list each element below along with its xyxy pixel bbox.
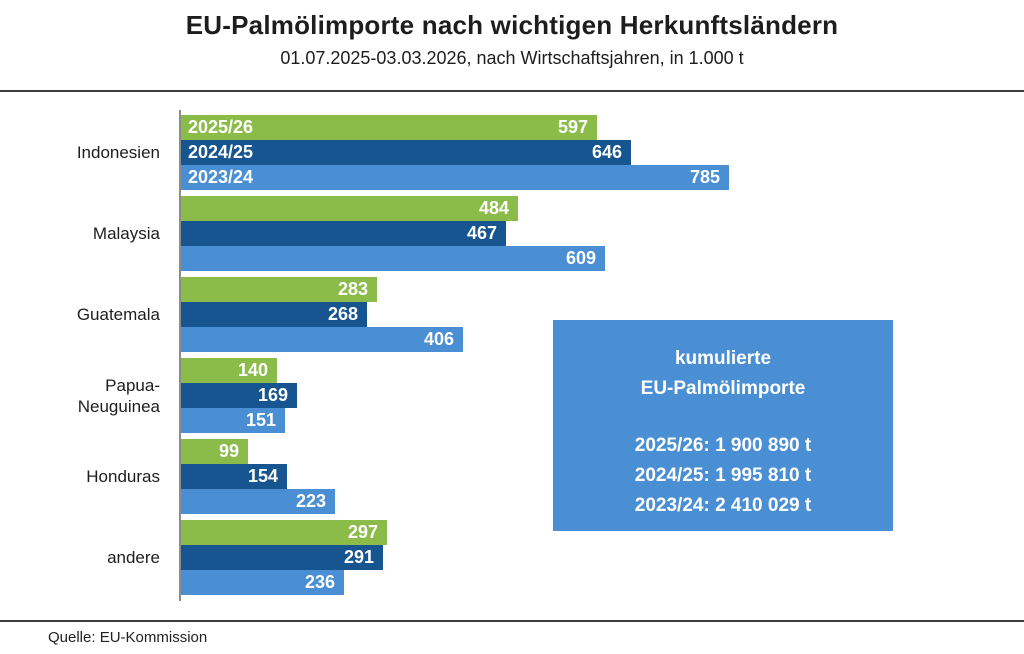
bar-value-label: 99 [218,441,239,461]
bar-value-label: 484 [478,198,509,218]
bottom-divider [0,620,1024,622]
bar-group: Papua- Neuguinea 140 169 151 [0,358,1024,433]
bar-group: Indonesien 2025/26 597 2024/25 646 2023/24 785 [0,115,1024,190]
bar-row: 154 [179,464,335,489]
bar-2023-24: 406 [179,327,463,352]
bar-row: 2024/25 646 [179,140,729,165]
bar-row: 297 [179,520,387,545]
page-subtitle: 01.07.2025-03.03.2026, nach Wirtschaftsj… [280,48,744,68]
bar-row: 236 [179,570,387,595]
summary-box-title-line: kumulierte [674,348,772,369]
bar-2024-25: 268 [179,302,367,327]
category-label: Papua- Neuguinea [77,375,160,416]
bar-value-label: 154 [247,466,278,486]
bar-chart: Indonesien 2025/26 597 2024/25 646 2023/24 785… [0,115,1024,601]
bar-stack: 283 268 406 [179,277,463,352]
bar-row: 223 [179,489,335,514]
summary-box-values: 2025/26: 1 900 890 t 2024/25: 1 995 810 … [553,431,893,521]
summary-box-title-line: EU-Palmölimporte [640,378,806,399]
bar-row: 291 [179,545,387,570]
bar-value-label: 223 [295,491,326,511]
category-label: Malaysia [92,224,160,243]
bar-2025-26: 283 [179,277,377,302]
bar-group: andere 297 291 236 [0,520,1024,595]
bar-value-label: 785 [689,167,720,187]
bar-group: Honduras 99 154 223 [0,439,1024,514]
bar-series-label: 2025/26 [188,117,254,137]
bar-value-label: 151 [245,410,276,430]
bar-2025-26: 2025/26 597 [179,115,597,140]
y-axis-line [179,110,181,601]
bar-2024-25: 169 [179,383,297,408]
bar-2023-24: 609 [179,246,605,271]
bar-2024-25: 291 [179,545,383,570]
bar-2025-26: 99 [179,439,248,464]
bar-value-label: 646 [591,142,622,162]
summary-box: kumulierte EU-Palmölimporte 2025/26: 1 9… [553,320,893,531]
bar-row: 467 [179,221,605,246]
bar-row: 283 [179,277,463,302]
bar-value-label: 236 [304,572,335,592]
bar-2023-24: 236 [179,570,344,595]
bar-row: 406 [179,327,463,352]
bar-2023-24: 151 [179,408,285,433]
bar-2024-25: 2024/25 646 [179,140,631,165]
bar-row: 140 [179,358,297,383]
bar-value-label: 268 [327,304,358,324]
bar-2023-24: 2023/24 785 [179,165,729,190]
category-label: andere [107,548,160,567]
bar-group: Guatemala 283 268 406 [0,277,1024,352]
bar-row: 99 [179,439,335,464]
bar-stack: 484 467 609 [179,196,605,271]
bar-row: 151 [179,408,297,433]
chart-header: EU-Palmölimporte nach wichtigen Herkunft… [0,10,1024,69]
bar-2025-26: 297 [179,520,387,545]
bar-value-label: 597 [557,117,588,137]
bar-row: 2025/26 597 [179,115,729,140]
bar-2024-25: 467 [179,221,506,246]
bar-row: 609 [179,246,605,271]
top-divider [0,90,1024,92]
page-title: EU-Palmölimporte nach wichtigen Herkunft… [185,10,839,40]
bar-2025-26: 484 [179,196,518,221]
source-note: Quelle: EU-Kommission [48,629,208,646]
bar-stack: 297 291 236 [179,520,387,595]
bar-stack: 2025/26 597 2024/25 646 2023/24 785 [179,115,729,190]
bar-2025-26: 140 [179,358,277,383]
summary-box-title: kumulierte EU-Palmölimporte [553,344,893,404]
bar-stack: 99 154 223 [179,439,335,514]
category-label: Guatemala [76,305,160,324]
bar-value-label: 609 [565,248,596,268]
bar-row: 2023/24 785 [179,165,729,190]
bar-series-label: 2024/25 [188,142,254,162]
bar-2024-25: 154 [179,464,287,489]
bar-row: 169 [179,383,297,408]
bar-value-label: 140 [237,360,268,380]
bar-series-label: 2023/24 [188,167,254,187]
summary-box-value-line: 2023/24: 2 410 029 t [634,495,812,516]
bar-stack: 140 169 151 [179,358,297,433]
bar-value-label: 169 [257,385,288,405]
summary-box-value-line: 2024/25: 1 995 810 t [634,465,812,486]
bar-row: 268 [179,302,463,327]
category-label: Honduras [86,467,160,486]
bar-value-label: 291 [343,547,374,567]
bar-value-label: 406 [423,329,454,349]
bar-value-label: 297 [347,522,378,542]
bar-group: Malaysia 484 467 609 [0,196,1024,271]
bar-value-label: 283 [337,279,368,299]
bar-2023-24: 223 [179,489,335,514]
category-label: Indonesien [76,143,160,162]
bar-row: 484 [179,196,605,221]
summary-box-value-line: 2025/26: 1 900 890 t [634,435,812,456]
bar-value-label: 467 [466,223,497,243]
